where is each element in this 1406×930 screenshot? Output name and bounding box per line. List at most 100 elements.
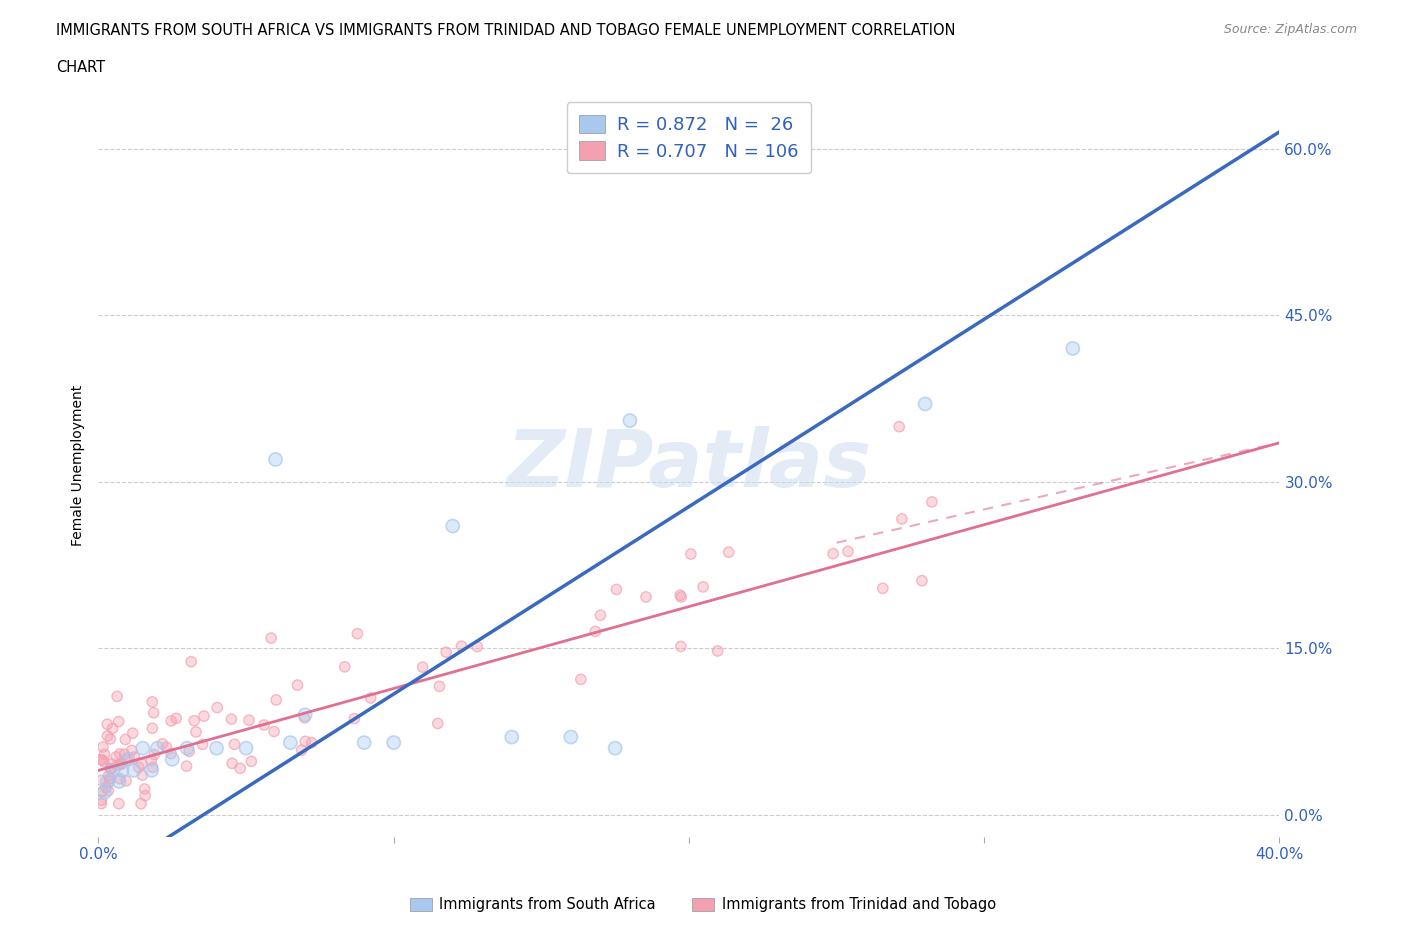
Point: [837, 544, 859, 559]
Point: [141, 763, 163, 777]
Point: [889, 419, 911, 434]
Point: [121, 725, 143, 740]
Point: [90, 796, 112, 811]
Point: [165, 711, 187, 725]
Point: [291, 743, 314, 758]
Point: [103, 763, 125, 777]
Point: [837, 544, 859, 559]
Point: [94, 780, 117, 795]
Point: [501, 730, 523, 745]
Point: [155, 739, 177, 754]
Point: [619, 413, 641, 428]
Point: [115, 774, 138, 789]
Point: [605, 740, 627, 755]
Legend: R = 0.872   N =  26, R = 0.707   N = 106: R = 0.872 N = 26, R = 0.707 N = 106: [567, 102, 811, 173]
Point: [450, 639, 472, 654]
Point: [412, 659, 434, 674]
Point: [141, 721, 163, 736]
Point: [141, 753, 163, 768]
Point: [434, 644, 457, 659]
Point: [142, 705, 165, 720]
Point: [108, 747, 131, 762]
Point: [634, 590, 657, 604]
Point: [465, 639, 488, 654]
Point: [132, 740, 155, 755]
Text: Source: ZipAtlas.com: Source: ZipAtlas.com: [1223, 23, 1357, 36]
Point: [260, 631, 283, 645]
Point: [131, 767, 153, 782]
Point: [90, 792, 112, 807]
Point: [692, 579, 714, 594]
Point: [235, 740, 257, 755]
Point: [176, 759, 198, 774]
Point: [100, 771, 122, 786]
Point: [465, 639, 488, 654]
Point: [94, 780, 117, 795]
Point: [619, 413, 641, 428]
Point: [142, 760, 165, 775]
Point: [108, 774, 131, 789]
Point: [360, 691, 382, 706]
Point: [669, 639, 692, 654]
Point: [434, 644, 457, 659]
Point: [229, 761, 252, 776]
Point: [263, 724, 285, 739]
Point: [872, 581, 894, 596]
Point: [152, 737, 174, 751]
Point: [160, 713, 183, 728]
Point: [221, 711, 243, 726]
Point: [160, 746, 183, 761]
Point: [429, 679, 451, 694]
Point: [921, 495, 943, 510]
Point: [191, 737, 214, 751]
Point: [671, 590, 693, 604]
Point: [346, 626, 368, 641]
Point: [278, 736, 302, 751]
Point: [264, 693, 287, 708]
Point: [260, 631, 283, 645]
Legend: Immigrants from South Africa, Immigrants from Trinidad and Tobago: Immigrants from South Africa, Immigrants…: [405, 891, 1001, 918]
Point: [301, 736, 323, 751]
Point: [160, 746, 183, 761]
Point: [108, 796, 131, 811]
Point: [108, 771, 131, 786]
Point: [353, 736, 375, 751]
Point: [669, 588, 692, 603]
Point: [669, 588, 692, 603]
Point: [921, 495, 943, 510]
Point: [238, 712, 260, 727]
Point: [152, 737, 174, 751]
Point: [253, 718, 276, 733]
Point: [264, 693, 287, 708]
Point: [291, 743, 314, 758]
Point: [333, 659, 356, 674]
Point: [131, 767, 153, 782]
Point: [560, 730, 582, 745]
Point: [141, 763, 163, 777]
Point: [343, 711, 366, 726]
Point: [872, 581, 894, 596]
Point: [184, 724, 207, 739]
Point: [98, 774, 121, 789]
Point: [589, 608, 612, 623]
Point: [634, 590, 657, 604]
Point: [706, 644, 728, 658]
Point: [143, 747, 166, 762]
Point: [114, 732, 136, 747]
Point: [122, 763, 145, 777]
Point: [184, 724, 207, 739]
Point: [108, 796, 131, 811]
Point: [105, 750, 128, 764]
Point: [100, 732, 122, 747]
Point: [294, 708, 316, 723]
Point: [111, 763, 134, 777]
Point: [117, 752, 139, 767]
Point: [108, 771, 131, 786]
Point: [100, 732, 122, 747]
Point: [90, 773, 112, 788]
Point: [114, 747, 136, 762]
Point: [343, 711, 366, 726]
Point: [221, 756, 243, 771]
Point: [205, 740, 228, 755]
Point: [132, 740, 155, 755]
